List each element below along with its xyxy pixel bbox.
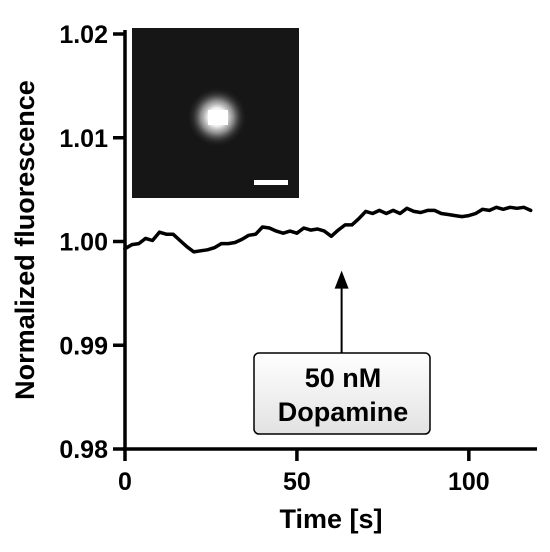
x-axis-ticks: 0 50 100 — [118, 449, 490, 496]
y-axis-ticks: 0.98 0.99 1.00 1.01 1.02 — [59, 21, 125, 464]
y-tick-label: 1.02 — [59, 21, 108, 49]
x-tick-label: 100 — [448, 468, 490, 496]
annotation-callout-box — [253, 352, 431, 435]
fluorescent-spot-core — [208, 110, 228, 125]
annotation-arrow-head — [334, 270, 349, 289]
x-tick-label: 50 — [283, 468, 311, 496]
series-layer — [123, 205, 533, 254]
annotation: 50 nM Dopamine — [253, 270, 431, 435]
annotation-label-line2: Dopamine — [278, 397, 409, 427]
y-tick-label: 0.99 — [59, 332, 108, 360]
annotation-label-line1: 50 nM — [305, 363, 382, 393]
y-tick-label: 1.01 — [59, 125, 108, 153]
x-axis-title: Time [s] — [279, 504, 382, 534]
y-axis-title: Normalized fluorescence — [10, 80, 40, 400]
series-line — [123, 205, 533, 254]
y-tick-label: 0.98 — [59, 436, 108, 464]
y-tick-label: 1.00 — [59, 229, 108, 257]
scale-bar — [254, 180, 288, 185]
x-tick-label: 0 — [118, 468, 132, 496]
inset-microscopy-image — [132, 28, 299, 198]
